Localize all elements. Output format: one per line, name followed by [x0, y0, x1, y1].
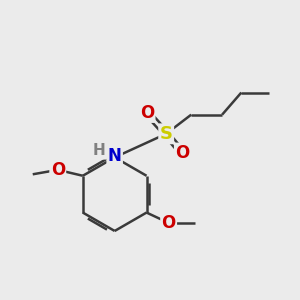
Text: O: O — [161, 214, 176, 232]
Text: H: H — [93, 143, 106, 158]
Text: O: O — [51, 161, 65, 179]
Text: O: O — [175, 144, 190, 162]
Text: N: N — [108, 147, 122, 165]
Text: S: S — [160, 125, 173, 143]
Text: O: O — [140, 103, 154, 122]
